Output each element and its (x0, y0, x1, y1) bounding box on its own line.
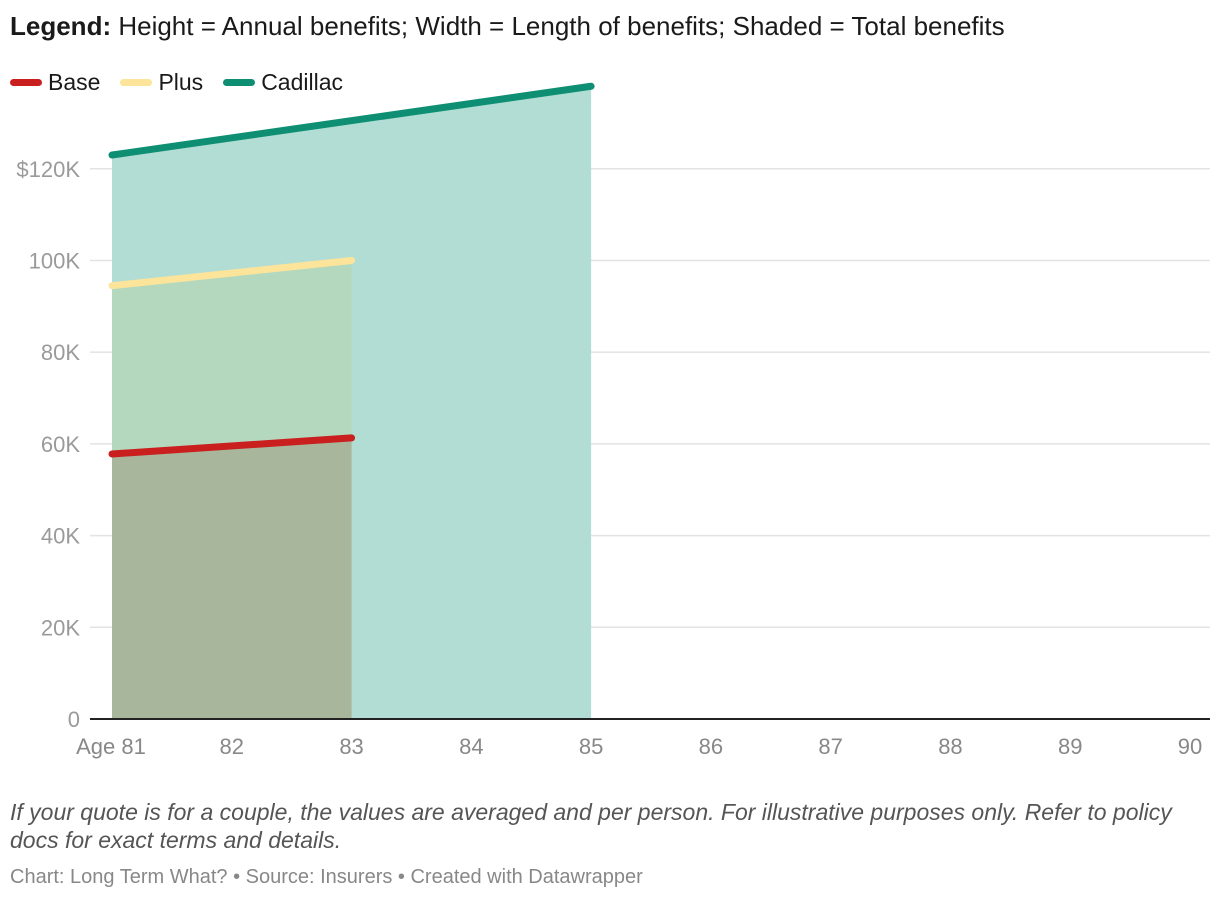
x-tick-label-87: 87 (818, 734, 842, 759)
y-tick-label-60000: 60K (41, 432, 80, 457)
line-plus (108, 256, 356, 290)
chart-title: Legend: Height = Annual benefits; Width … (10, 10, 1005, 42)
y-axis-labels: 0 20K 40K 60K 80K 100K $120K (16, 157, 80, 732)
legend-swatch-cadillac (223, 78, 256, 86)
x-tick-label-85: 85 (579, 734, 603, 759)
y-tick-label-120000: $120K (16, 157, 80, 182)
x-tick-label-89: 89 (1058, 734, 1082, 759)
x-tick-label-88: 88 (938, 734, 962, 759)
legend-label-cadillac: Cadillac (261, 69, 344, 95)
legend-label: Legend: (10, 11, 112, 41)
legend-label-plus: Plus (158, 69, 204, 95)
legend-swatch-plus (120, 78, 153, 86)
x-axis-labels: Age 81 82 83 84 85 86 87 88 89 90 (76, 734, 1202, 759)
shaded-areas (112, 86, 592, 719)
y-tick-label-20000: 20K (41, 615, 80, 640)
x-tick-label-81: Age 81 (76, 734, 146, 759)
y-tick-label-0: 0 (68, 707, 80, 732)
legend-swatch-base (10, 78, 42, 86)
legend-item-cadillac: Cadillac (223, 68, 343, 96)
y-tick-label-100000: 100K (29, 248, 81, 273)
line-cadillac (108, 82, 595, 159)
x-tick-label-90: 90 (1178, 734, 1202, 759)
area-base (112, 437, 352, 719)
chart-notes: If your quote is for a couple, the value… (10, 799, 1172, 853)
legend-label-base: Base (48, 69, 101, 95)
legend-item-plus: Plus (120, 68, 203, 96)
x-tick-label-86: 86 (699, 734, 723, 759)
legend-item-base: Base (10, 68, 100, 96)
series-lines (108, 82, 595, 458)
line-base (108, 434, 356, 458)
y-tick-label-40000: 40K (41, 524, 80, 549)
x-tick-label-83: 83 (339, 734, 363, 759)
benefits-area-chart: 0 20K 40K 60K 80K 100K $120K Age 81 82 83 84 85 86 8… (16, 82, 1210, 759)
series-legend: Base Plus Cadillac (10, 68, 363, 96)
x-tick-label-82: 82 (220, 734, 244, 759)
legend-description: Height = Annual benefits; Width = Length… (111, 11, 1005, 41)
chart-credit: Chart: Long Term What? • Source: Insurer… (10, 866, 643, 888)
x-tick-label-84: 84 (459, 734, 483, 759)
y-tick-label-80000: 80K (41, 340, 80, 365)
